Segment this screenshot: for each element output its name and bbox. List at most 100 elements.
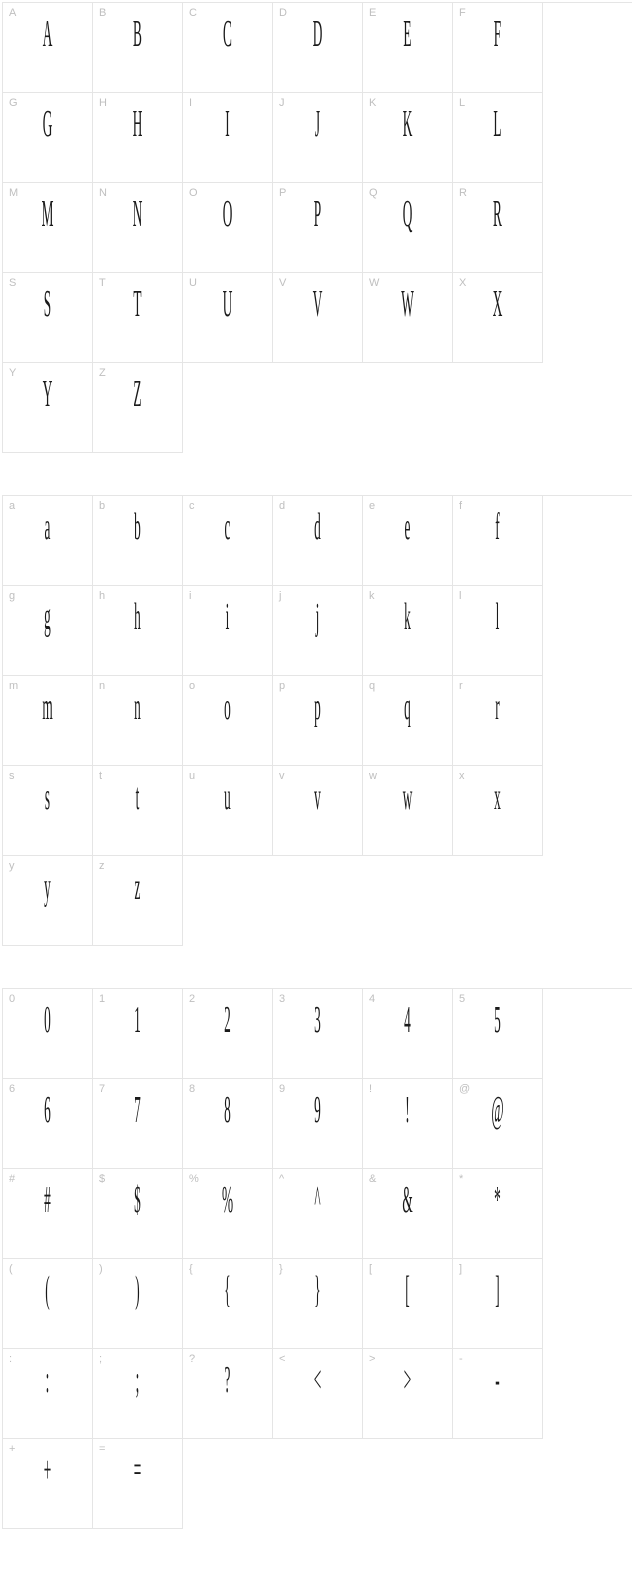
cell-label: u	[189, 770, 195, 782]
cell-label: V	[279, 277, 286, 289]
cell-label: -	[459, 1353, 463, 1365]
glyph-cell: oo	[183, 676, 273, 766]
cell-label: k	[369, 590, 375, 602]
cell-glyph: !	[392, 1091, 423, 1129]
cell-label: E	[369, 7, 376, 19]
glyph-cell: ll	[453, 586, 543, 676]
cell-label: 2	[189, 993, 195, 1005]
cell-glyph: <	[302, 1361, 333, 1399]
cell-glyph: :	[32, 1361, 63, 1399]
glyph-cell: 88	[183, 1079, 273, 1169]
cell-label: $	[99, 1173, 105, 1185]
cell-glyph: >	[392, 1361, 423, 1399]
cell-label: 6	[9, 1083, 15, 1095]
cell-glyph: C	[212, 15, 243, 53]
glyph-cell: TT	[93, 273, 183, 363]
cell-glyph: Q	[392, 195, 423, 233]
glyph-cell: zz	[93, 856, 183, 946]
cell-label: {	[189, 1263, 193, 1275]
glyph-cell: mm	[3, 676, 93, 766]
cell-label: t	[99, 770, 102, 782]
cell-label: (	[9, 1263, 13, 1275]
cell-glyph: h	[122, 598, 153, 636]
glyph-grid: AABBCCDDEEFFGGHHIIJJKKLLMMNNOOPPQQRRSSTT…	[2, 2, 632, 453]
glyph-cell: %%	[183, 1169, 273, 1259]
cell-label: x	[459, 770, 465, 782]
cell-glyph: [	[392, 1271, 423, 1309]
cell-label: :	[9, 1353, 12, 1365]
glyph-cell: PP	[273, 183, 363, 273]
cell-label: z	[99, 860, 105, 872]
glyph-cell: }}	[273, 1259, 363, 1349]
cell-glyph: {	[212, 1271, 243, 1309]
cell-glyph: p	[302, 688, 333, 726]
cell-glyph: n	[122, 688, 153, 726]
glyph-cell: JJ	[273, 93, 363, 183]
cell-glyph: S	[32, 285, 63, 323]
glyph-cell: 22	[183, 989, 273, 1079]
cell-label: =	[99, 1443, 105, 1455]
cell-label: a	[9, 500, 15, 512]
glyph-cell: UU	[183, 273, 273, 363]
glyph-grid: 00112233445566778899!!@@##$$%%^^&&**(())…	[2, 988, 632, 1529]
glyph-cell: YY	[3, 363, 93, 453]
glyph-cell: bb	[93, 496, 183, 586]
cell-label: 9	[279, 1083, 285, 1095]
cell-glyph: I	[212, 105, 243, 143]
cell-glyph: 2	[212, 1001, 243, 1039]
cell-label: e	[369, 500, 375, 512]
cell-label: L	[459, 97, 465, 109]
cell-label: N	[99, 187, 107, 199]
cell-glyph: A	[32, 15, 63, 53]
cell-label: f	[459, 500, 462, 512]
cell-glyph: y	[32, 868, 63, 906]
glyph-cell: ee	[363, 496, 453, 586]
glyph-cell: --	[453, 1349, 543, 1439]
glyph-cell: {{	[183, 1259, 273, 1349]
cell-glyph: v	[302, 778, 333, 816]
glyph-cell: @@	[453, 1079, 543, 1169]
cell-glyph: s	[32, 778, 63, 816]
glyph-cell: hh	[93, 586, 183, 676]
cell-label: r	[459, 680, 463, 692]
glyph-cell: AA	[3, 3, 93, 93]
cell-glyph: P	[302, 195, 333, 233]
cell-glyph: x	[482, 778, 513, 816]
cell-label: A	[9, 7, 16, 19]
glyph-cell: >>	[363, 1349, 453, 1439]
cell-label: }	[279, 1263, 283, 1275]
cell-glyph: 8	[212, 1091, 243, 1129]
cell-glyph: #	[32, 1181, 63, 1219]
glyph-cell: cc	[183, 496, 273, 586]
glyph-cell: vv	[273, 766, 363, 856]
glyph-cell: ;;	[93, 1349, 183, 1439]
cell-label: !	[369, 1083, 372, 1095]
cell-label: l	[459, 590, 461, 602]
cell-label: 8	[189, 1083, 195, 1095]
glyph-cell: [[	[363, 1259, 453, 1349]
cell-glyph: J	[302, 105, 333, 143]
glyph-cell: 66	[3, 1079, 93, 1169]
cell-glyph: 6	[32, 1091, 63, 1129]
cell-label: U	[189, 277, 197, 289]
glyph-cell: ??	[183, 1349, 273, 1439]
cell-glyph: N	[122, 195, 153, 233]
cell-glyph: }	[302, 1271, 333, 1309]
cell-glyph: i	[212, 598, 243, 636]
cell-label: 4	[369, 993, 375, 1005]
cell-label: g	[9, 590, 15, 602]
cell-glyph: 0	[32, 1001, 63, 1039]
glyph-cell: ZZ	[93, 363, 183, 453]
glyph-cell: ))	[93, 1259, 183, 1349]
cell-label: q	[369, 680, 375, 692]
cell-label: 3	[279, 993, 285, 1005]
cell-glyph: @	[482, 1091, 513, 1129]
glyph-grid: aabbccddeeffgghhiijjkkllmmnnooppqqrrsstt…	[2, 495, 632, 946]
cell-glyph: r	[482, 688, 513, 726]
glyph-cell: !!	[363, 1079, 453, 1169]
cell-glyph: D	[302, 15, 333, 53]
cell-glyph: q	[392, 688, 423, 726]
cell-label: +	[9, 1443, 15, 1455]
cell-label: &	[369, 1173, 376, 1185]
section-uppercase: AABBCCDDEEFFGGHHIIJJKKLLMMNNOOPPQQRRSSTT…	[2, 2, 638, 453]
